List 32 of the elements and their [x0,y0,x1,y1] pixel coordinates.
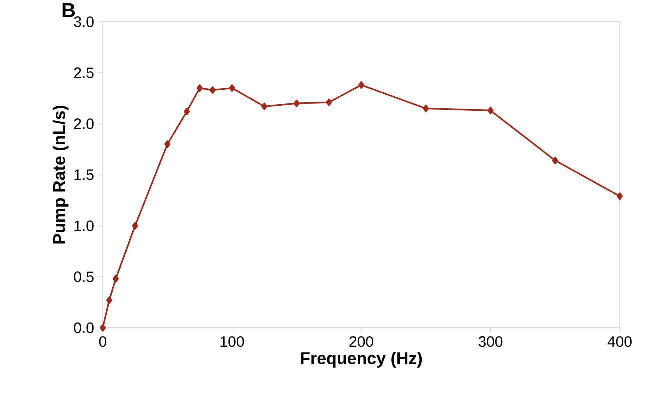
y-tick-label: 0.0 [74,322,94,334]
point [616,192,624,200]
x-tick-label: 200 [350,336,374,348]
text: B [62,4,76,18]
point [552,156,558,165]
point [326,98,332,106]
point [164,140,171,148]
x-tick-label: 0 [99,336,107,348]
x-tick-label: 100 [220,336,244,348]
x-tick-label: 300 [478,336,503,348]
point [132,222,138,230]
y-tick-label: 1.5 [74,170,94,180]
y-tick-label: 0.5 [74,272,94,282]
y-tick-label: 2.5 [74,68,94,78]
point [210,86,216,94]
y-axis-title: Pump Rate (nL/s) [52,106,69,244]
x-tick-label: 400 [608,336,632,348]
point [112,275,119,283]
point [229,84,236,92]
x-axis-title: Frequency (Hz) [301,352,422,368]
point [262,102,268,110]
y-tick-label: 1.0 [74,220,94,232]
point [294,100,300,108]
point [423,104,430,112]
y-tick-label: 2.0 [74,118,94,130]
point [106,296,113,304]
point [488,106,494,115]
point [196,84,203,92]
y-tick-label: 3.0 [74,16,94,28]
point [100,324,106,332]
point [358,81,365,90]
point [184,108,190,116]
